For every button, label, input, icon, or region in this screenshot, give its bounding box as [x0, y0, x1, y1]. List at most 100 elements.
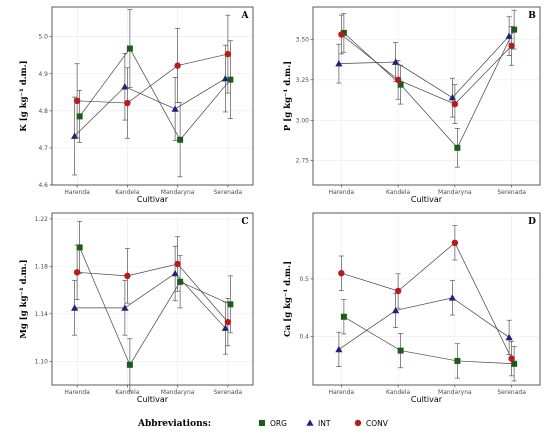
y-tick-label: 0.5: [299, 276, 309, 283]
legend-label: INT: [318, 419, 331, 428]
x-tick-label: Kandela: [115, 389, 139, 396]
panel-letter: C: [241, 217, 248, 227]
data-point-int: [171, 105, 179, 112]
data-point-int: [448, 294, 456, 301]
data-point-int: [121, 304, 129, 311]
data-point-org: [76, 113, 83, 120]
x-tick-label: Harenda: [64, 189, 90, 196]
series-org: [340, 9, 518, 168]
data-point-int: [71, 304, 79, 311]
x-axis-title: Cultivar: [137, 195, 169, 204]
y-axis-title: Mg [g kg⁻¹ d.m.]: [19, 259, 29, 338]
y-tick-label: 4.9: [38, 71, 48, 78]
panel-a: 4.6 4.7 4.8 4.9 5.0 Harenda Kandela Mandaryna Se…: [19, 6, 254, 204]
data-point-org: [511, 26, 518, 33]
panel-b: 2.75 3.00 3.25 3.50 Harenda Kandela Mandaryna S…: [283, 6, 541, 204]
legend-marker-int: [306, 419, 314, 426]
data-point-org: [76, 244, 83, 251]
series-int: [71, 245, 229, 355]
series-line: [79, 247, 231, 366]
data-point-conv: [224, 318, 232, 326]
data-point-org: [340, 313, 347, 320]
data-point-conv: [124, 272, 131, 280]
y-tick-label: 2.75: [296, 158, 310, 165]
data-point-org: [177, 136, 184, 143]
data-point-conv: [338, 270, 345, 277]
series-line: [77, 53, 228, 104]
panel-letter: A: [241, 11, 250, 21]
series-org: [76, 220, 234, 392]
y-tick-label: 1.14: [35, 311, 49, 318]
x-tick-label: Kandela: [386, 189, 410, 196]
data-point-org: [227, 301, 234, 308]
x-tick-label: Mandaryna: [161, 389, 195, 396]
x-axis-title: Cultivar: [137, 395, 169, 404]
data-point-int: [221, 324, 229, 331]
series-line: [343, 29, 515, 149]
data-point-conv: [394, 76, 402, 84]
x-tick-label: Harenda: [329, 189, 355, 196]
plot-frame: [51, 212, 254, 386]
legend-item-int: INT: [306, 419, 331, 428]
y-axis-title: K [g kg⁻¹ d.m.]: [19, 60, 29, 131]
panel-c: 1.10 1.14 1.18 1.22 Harenda Kandela Mandaryna S…: [19, 212, 254, 404]
y-tick-label: 4.7: [38, 145, 48, 152]
y-tick-label: 1.10: [35, 358, 49, 365]
x-tick-label: Kandela: [386, 389, 410, 396]
y-tick-label: 0.4: [299, 333, 309, 340]
x-tick-label: Mandaryna: [161, 189, 195, 196]
plot-frame: [51, 6, 254, 186]
data-point-conv: [73, 97, 81, 105]
panel-letter: D: [528, 217, 536, 227]
x-tick-label: Mandaryna: [438, 389, 472, 396]
data-point-org: [227, 76, 234, 83]
series-line: [74, 78, 226, 137]
series-line: [74, 273, 226, 329]
series-line: [338, 297, 510, 350]
series-conv: [73, 236, 232, 347]
plot-frame: [312, 212, 541, 386]
data-point-int: [171, 269, 179, 277]
data-point-conv: [508, 42, 515, 50]
x-tick-label: Serenada: [497, 389, 526, 396]
series-conv: [338, 225, 515, 377]
data-point-int: [505, 32, 513, 39]
data-point-int: [335, 60, 343, 67]
data-point-int: [505, 333, 513, 341]
x-tick-label: Serenada: [214, 189, 243, 196]
legend-label: ORG: [270, 419, 287, 428]
series-org: [76, 9, 234, 178]
series-conv: [338, 14, 515, 124]
plot-frame: [312, 6, 541, 186]
data-point-conv: [224, 50, 232, 58]
y-axis-title: Ca [g kg⁻¹ d.m.]: [283, 261, 293, 337]
series-line: [79, 47, 231, 141]
data-point-conv: [451, 239, 459, 247]
data-point-int: [221, 74, 229, 82]
data-point-int: [121, 83, 129, 90]
series-int: [335, 16, 513, 118]
x-tick-label: Mandaryna: [438, 189, 472, 196]
y-tick-label: 3.50: [296, 36, 310, 43]
data-point-conv: [451, 100, 459, 108]
data-point-int: [71, 132, 79, 139]
data-point-int: [335, 345, 343, 353]
panel-letter: B: [528, 11, 536, 21]
y-tick-label: 4.8: [38, 108, 48, 115]
data-point-int: [392, 306, 400, 314]
data-point-conv: [73, 269, 81, 276]
data-point-org: [454, 144, 461, 151]
legend-marker-org: [259, 420, 265, 426]
series-conv: [73, 14, 232, 139]
x-tick-label: Serenada: [214, 389, 243, 396]
panel-d: 0.4 0.5 Harenda Kandela Mandaryna Serenada Cul…: [283, 212, 541, 404]
legend-item-conv: CONV: [354, 419, 389, 428]
legend-title: Abbreviations:: [137, 419, 211, 429]
data-point-conv: [508, 355, 515, 362]
series-line: [341, 242, 512, 359]
data-point-conv: [124, 99, 131, 107]
y-tick-label: 4.6: [38, 182, 48, 189]
data-point-org: [511, 360, 518, 367]
data-point-conv: [174, 62, 181, 69]
